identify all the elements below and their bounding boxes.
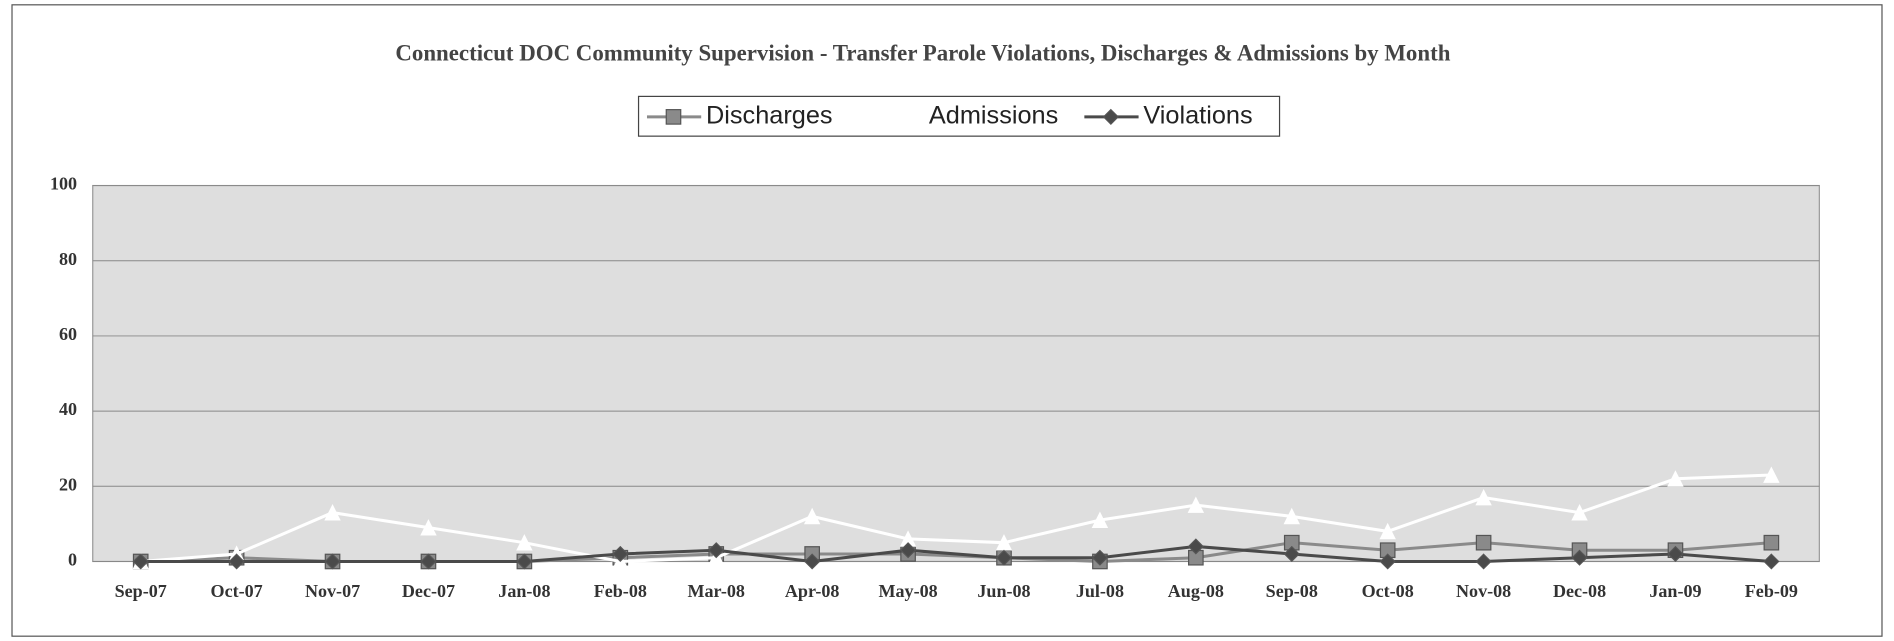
data-point <box>1283 507 1300 525</box>
data-point <box>1379 522 1396 540</box>
data-point <box>1475 553 1492 570</box>
x-tick-label: Sep-07 <box>115 581 167 601</box>
data-point <box>1187 496 1205 513</box>
data-point <box>228 553 245 570</box>
data-point <box>1475 488 1492 506</box>
data-point <box>324 553 341 570</box>
data-point <box>995 549 1013 566</box>
data-point <box>516 534 533 551</box>
x-tick-label: Feb-08 <box>594 581 647 601</box>
x-tick-label: Oct-07 <box>211 581 263 601</box>
data-point <box>420 519 437 536</box>
data-point <box>612 545 629 563</box>
data-point <box>1763 466 1780 483</box>
data-point <box>516 553 533 570</box>
legend-marker <box>888 108 905 125</box>
x-tick-label: Apr-08 <box>785 581 840 601</box>
data-point <box>1091 549 1109 566</box>
x-tick-label: Dec-08 <box>1553 581 1606 601</box>
x-tick-label: May-08 <box>878 581 937 601</box>
y-tick-label: 20 <box>59 474 77 494</box>
legend <box>637 95 1281 137</box>
x-tick-label: Jan-09 <box>1649 581 1701 601</box>
x-tick-label: Jun-08 <box>977 581 1030 601</box>
legend-marker <box>1102 108 1119 125</box>
data-point <box>899 542 917 559</box>
data-point <box>132 553 149 570</box>
legend-label: Discharges <box>706 102 833 130</box>
data-point <box>1667 470 1684 487</box>
x-tick-label: Aug-08 <box>1168 581 1224 601</box>
y-tick-label: 100 <box>50 174 77 194</box>
x-tick-label: Jul-08 <box>1076 581 1124 601</box>
x-tick-label: Oct-08 <box>1362 581 1414 601</box>
data-point <box>1571 549 1588 566</box>
series-line <box>140 473 1772 563</box>
data-point <box>1667 545 1684 563</box>
data-point <box>1571 504 1588 521</box>
data-point <box>1475 534 1492 551</box>
y-tick-label: 40 <box>59 399 77 419</box>
y-tick-label: 60 <box>59 324 77 344</box>
x-tick-label: Mar-08 <box>687 581 745 601</box>
x-tick-label: Sep-08 <box>1266 581 1318 601</box>
y-tick-label: 80 <box>59 249 77 269</box>
legend-marker <box>665 109 682 125</box>
data-point <box>1379 553 1396 570</box>
data-point <box>1283 545 1300 563</box>
data-point <box>1091 511 1109 528</box>
series-line <box>140 544 1772 563</box>
x-tick-label: Jan-08 <box>498 581 550 601</box>
data-point <box>324 504 341 521</box>
chart-title: Connecticut DOC Community Supervision - … <box>395 41 1450 66</box>
data-point <box>420 553 437 570</box>
x-tick-label: Nov-08 <box>1456 581 1511 601</box>
data-point <box>803 507 821 525</box>
data-point <box>708 542 725 559</box>
x-tick-label: Nov-07 <box>305 581 360 601</box>
data-point <box>1187 538 1204 555</box>
legend-label: Admissions <box>929 102 1058 130</box>
x-tick-label: Dec-07 <box>402 581 455 601</box>
y-tick-label: 0 <box>68 550 77 570</box>
data-point <box>1763 553 1780 570</box>
data-point <box>1763 534 1780 551</box>
x-tick-label: Feb-09 <box>1745 581 1798 601</box>
legend-label: Violations <box>1143 102 1252 130</box>
data-point <box>804 553 821 570</box>
plot-area <box>92 184 1820 563</box>
